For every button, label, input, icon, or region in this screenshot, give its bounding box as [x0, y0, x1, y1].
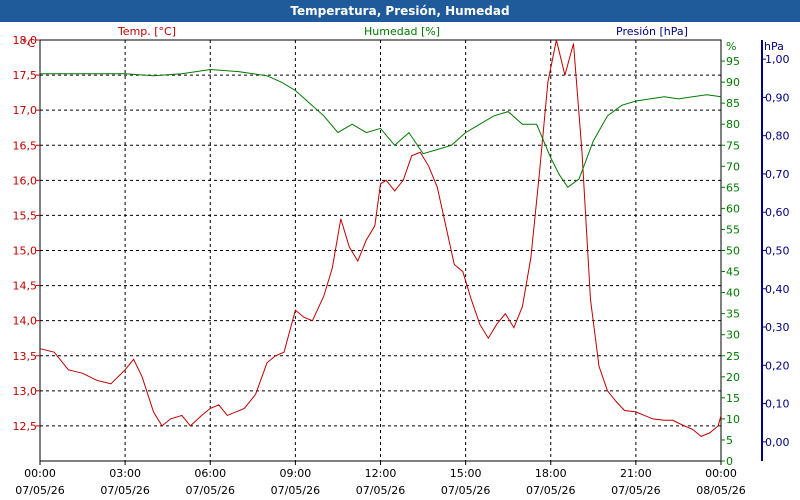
temperature-axis-title: Temp. [°C]: [117, 25, 176, 38]
chart-title: Temperatura, Presión, Humedad: [290, 4, 510, 18]
pressure-unit-label: hPa: [764, 40, 784, 53]
humidity-tick-label: 25: [726, 350, 740, 363]
x-tick-date: 08/05/26: [696, 484, 745, 497]
x-tick-time: 12:00: [365, 467, 397, 480]
humidity-unit-label: %: [726, 40, 736, 53]
x-tick-date: 07/05/26: [441, 484, 490, 497]
humidity-tick-label: 15: [726, 392, 740, 405]
humidity-tick-label: 35: [726, 308, 740, 321]
temperature-tick-label: 16,0: [13, 174, 38, 187]
temperature-axis: 12,5 13,0 13,5 14,0 14,5 15,0 15,5 16,0 16,5 17,0…: [13, 34, 40, 433]
x-tick-date: 07/05/26: [271, 484, 320, 497]
x-tick-time: 00:00: [705, 467, 737, 480]
temperature-tick-label: 15,5: [13, 209, 38, 222]
x-tick-time: 21:00: [620, 467, 652, 480]
temperature-tick-label: 15,0: [13, 245, 38, 258]
humidity-tick-label: 0: [726, 455, 733, 468]
chart-title-bar: Temperatura, Presión, Humedad: [0, 0, 800, 22]
humidity-tick-label: 40: [726, 287, 740, 300]
temperature-tick-label: 16,5: [13, 139, 38, 152]
humidity-tick-label: 10: [726, 413, 740, 426]
humidity-tick-label: 90: [726, 76, 740, 89]
temperature-tick-label: 18,0: [13, 34, 38, 47]
x-tick-date: 07/05/26: [356, 484, 405, 497]
humidity-tick-label: 45: [726, 266, 740, 279]
x-tick-time: 00:00: [24, 467, 56, 480]
x-tick-date: 07/05/26: [100, 484, 149, 497]
temperature-tick-label: 14,5: [13, 280, 38, 293]
series-line-temperature: [39, 39, 722, 437]
humidity-tick-label: 55: [726, 223, 740, 236]
pressure-tick-label: 0,60: [765, 206, 790, 219]
chart-canvas: 12,5 13,0 13,5 14,0 14,5 15,0 15,5 16,0 16,5 17,0…: [13, 25, 790, 497]
pressure-tick-label: 0,80: [765, 130, 790, 143]
humidity-axis-title: Humedad [%]: [364, 25, 440, 38]
humidity-tick-label: 75: [726, 139, 740, 152]
temperature-tick-label: 17,5: [13, 69, 38, 82]
x-tick-time: 03:00: [109, 467, 141, 480]
grid-lines: [40, 39, 721, 461]
temperature-tick-label: 14,0: [13, 315, 38, 328]
pressure-tick-label: 0,30: [765, 321, 790, 334]
pressure-tick-label: 0,10: [765, 398, 790, 411]
humidity-axis: 0 5 10 15 20 25 30 35 40 45 50 55 60 65 70 75 80 85 90 95: [721, 55, 740, 468]
temperature-unit-label: °C: [22, 37, 36, 50]
pressure-tick-label: 1,00: [765, 53, 790, 66]
x-tick-date: 07/05/26: [611, 484, 660, 497]
x-tick-date: 07/05/26: [526, 484, 575, 497]
x-tick-date: 07/05/26: [186, 484, 235, 497]
pressure-tick-label: 0,90: [765, 91, 790, 104]
pressure-axis-title: Presión [hPa]: [616, 25, 688, 38]
humidity-tick-label: 50: [726, 245, 740, 258]
humidity-tick-label: 70: [726, 160, 740, 173]
humidity-tick-label: 60: [726, 202, 740, 215]
humidity-tick-label: 80: [726, 118, 740, 131]
x-tick-time: 18:00: [535, 467, 567, 480]
humidity-tick-label: 65: [726, 181, 740, 194]
pressure-tick-label: 0,70: [765, 168, 790, 181]
x-tick-date: 07/05/26: [15, 484, 64, 497]
time-axis: 00:00 07/05/26 03:00 07/05/26 06:00 07/05/26 0…: [15, 461, 746, 497]
temperature-tick-label: 13,0: [13, 385, 38, 398]
temperature-tick-label: 13,5: [13, 350, 38, 363]
series-line-humidity: [40, 68, 722, 189]
series-lines: [39, 39, 722, 437]
x-tick-time: 06:00: [194, 467, 226, 480]
x-tick-time: 15:00: [450, 467, 482, 480]
humidity-tick-label: 20: [726, 371, 740, 384]
temperature-tick-label: 17,0: [13, 104, 38, 117]
pressure-tick-label: 0,00: [765, 436, 790, 449]
temperature-tick-label: 12,5: [13, 420, 38, 433]
humidity-tick-label: 30: [726, 329, 740, 342]
humidity-tick-label: 5: [726, 434, 733, 447]
humidity-tick-label: 95: [726, 55, 740, 68]
pressure-tick-label: 0,50: [765, 245, 790, 258]
pressure-axis: 0,00 0,10 0,20 0,30 0,40 0,50 0,60 0,70 0,80 0,90…: [762, 53, 790, 449]
pressure-tick-label: 0,20: [765, 359, 790, 372]
x-tick-time: 09:00: [280, 467, 312, 480]
pressure-tick-label: 0,40: [765, 283, 790, 296]
humidity-tick-label: 85: [726, 97, 740, 110]
